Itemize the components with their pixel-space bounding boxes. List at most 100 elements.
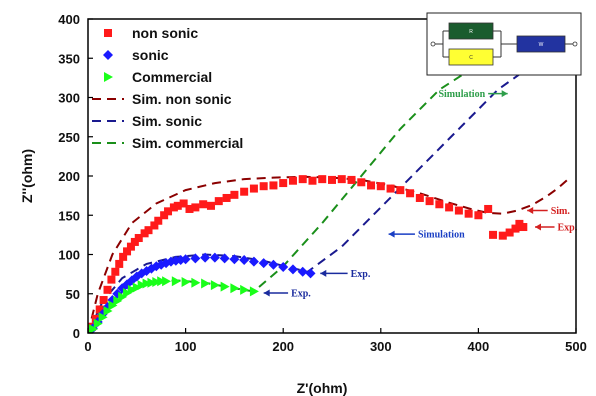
axes: 0 100 200 300 400 500 0 50 100 150 200 250 300 350 400… — [19, 12, 587, 396]
data-point — [123, 287, 133, 298]
data-point — [144, 226, 153, 235]
annotation-arrowhead — [501, 90, 508, 98]
legend-label: Sim. commercial — [132, 135, 243, 151]
data-point — [164, 207, 173, 216]
sim-line-3 — [88, 175, 569, 333]
data-point — [240, 187, 249, 196]
data-point — [230, 283, 240, 294]
circuit-element-label: C — [469, 55, 473, 61]
experimental-points — [88, 175, 528, 333]
data-point — [191, 277, 201, 288]
data-point — [454, 206, 463, 215]
data-point — [123, 247, 132, 256]
y-tick-label: 400 — [58, 12, 80, 27]
data-point — [297, 266, 308, 277]
data-point — [367, 181, 376, 190]
data-point — [305, 268, 316, 279]
data-point — [91, 314, 100, 323]
circuit-element-label: W — [539, 42, 544, 48]
y-tick-label: 150 — [58, 208, 80, 223]
annotation-label: Simulation — [418, 230, 465, 241]
data-point — [181, 276, 191, 287]
data-point — [415, 193, 424, 202]
legend-swatch — [103, 50, 113, 60]
data-point — [308, 176, 317, 185]
legend-swatch — [104, 29, 112, 37]
data-point — [229, 254, 240, 265]
data-point — [425, 197, 434, 206]
y-tick-label: 100 — [58, 248, 80, 263]
data-point — [179, 199, 188, 208]
y-axis-title: Z''(ohm) — [19, 149, 35, 203]
annotation-arrowhead — [320, 269, 327, 277]
data-point — [376, 182, 385, 191]
x-tick-label: 200 — [272, 339, 294, 354]
data-point — [134, 234, 143, 243]
annotation-arrowhead — [388, 230, 395, 238]
circuit-element — [516, 35, 566, 53]
annotation-label: Simulation — [438, 89, 485, 100]
data-point — [249, 286, 259, 297]
data-point — [200, 252, 211, 263]
data-point — [328, 175, 336, 184]
data-point — [93, 318, 103, 329]
data-point — [357, 178, 366, 187]
data-point — [154, 216, 163, 225]
y-tick-label: 50 — [66, 287, 80, 302]
data-point — [248, 256, 259, 267]
data-point — [239, 254, 250, 265]
y-tick-label: 200 — [58, 169, 80, 184]
data-point — [519, 223, 528, 232]
y-tick-label: 250 — [58, 130, 80, 145]
y-tick-label: 0 — [73, 326, 80, 341]
data-point — [157, 276, 167, 287]
annotation-label: Sim. — [551, 206, 571, 217]
data-point — [464, 209, 473, 218]
x-tick-label: 400 — [468, 339, 490, 354]
data-point — [511, 224, 520, 233]
data-point — [147, 277, 157, 288]
data-point — [103, 306, 113, 317]
legend-label: non sonic — [132, 25, 198, 41]
annotation-label: Exp. — [351, 269, 371, 280]
data-point — [219, 253, 230, 264]
x-tick-label: 500 — [565, 339, 587, 354]
data-point — [132, 282, 142, 293]
data-point — [269, 181, 278, 190]
data-point — [98, 312, 108, 323]
legend-label: Sim. sonic — [132, 113, 202, 129]
data-point — [95, 305, 104, 314]
data-point — [259, 182, 268, 191]
data-point — [119, 252, 128, 261]
data-point — [484, 204, 493, 213]
data-point — [173, 201, 182, 210]
circuit-element — [448, 48, 494, 66]
data-point — [180, 254, 191, 265]
x-axis-title: Z'(ohm) — [297, 380, 348, 396]
legend-swatch — [104, 72, 113, 82]
data-point — [88, 324, 98, 333]
data-point — [142, 278, 152, 289]
legend-label: Commercial — [132, 69, 212, 85]
data-point — [199, 200, 208, 209]
data-point — [118, 291, 128, 302]
terminal-right — [572, 41, 578, 47]
data-point — [126, 242, 135, 251]
data-point — [505, 228, 514, 237]
data-point — [99, 296, 108, 305]
data-point — [406, 189, 415, 198]
data-point — [107, 275, 116, 284]
data-point — [498, 231, 507, 240]
x-tick-label: 100 — [175, 339, 197, 354]
legend-label: Sim. non sonic — [132, 91, 232, 107]
data-point — [240, 284, 250, 295]
inset-circuit-diagram: R C W — [426, 12, 582, 76]
data-point — [337, 175, 346, 184]
data-point — [201, 278, 211, 289]
data-point — [108, 300, 118, 311]
sim-line-4 — [88, 57, 543, 333]
x-tick-label: 300 — [370, 339, 392, 354]
data-point — [190, 253, 201, 264]
data-point — [347, 175, 356, 184]
